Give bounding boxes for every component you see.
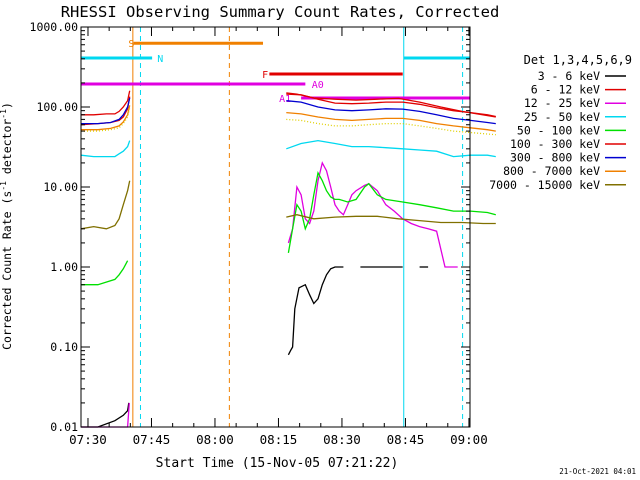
series-lines bbox=[80, 90, 496, 428]
dotted-series-segment-1 bbox=[286, 118, 496, 136]
y-label-end: ) bbox=[0, 102, 14, 109]
y-tick-label: 100.00 bbox=[36, 100, 78, 114]
dotted-series-segment-0 bbox=[81, 107, 131, 132]
series-300-800-kev-segment-0 bbox=[81, 97, 131, 125]
y-axis-label: Corrected Count Rate (s-1 detector-1) bbox=[0, 102, 14, 350]
y-label-main: Corrected Count Rate (s bbox=[0, 191, 14, 350]
series-25-50-kev-segment-0 bbox=[80, 140, 131, 158]
y-label-sup2: -1 bbox=[0, 109, 8, 119]
legend-label-7000-15000-kev: 7000 - 15000 keV bbox=[489, 178, 600, 192]
y-tick-label: 1.00 bbox=[50, 260, 78, 274]
state-bars: S N F A0 A1 bbox=[81, 39, 471, 105]
series-100-300-kev-segment-0 bbox=[81, 90, 131, 116]
series-7000-15000-kev-segment-0 bbox=[80, 180, 131, 230]
x-tick-label: 07:45 bbox=[133, 432, 171, 447]
state-bar-label-n: N bbox=[157, 54, 163, 65]
state-bar-label-f: F bbox=[262, 70, 268, 81]
y-tick-label: 0.01 bbox=[50, 420, 78, 434]
legend-label-12-25-kev: 12 - 25 keV bbox=[524, 96, 600, 110]
timestamp: 21-Oct-2021 04:01 bbox=[559, 467, 636, 476]
series-300-800-kev-segment-1 bbox=[286, 100, 496, 125]
attenuator-state-lines bbox=[80, 27, 464, 427]
x-tick-label: 08:30 bbox=[323, 432, 361, 447]
chart-title: RHESSI Observing Summary Count Rates, Co… bbox=[61, 3, 500, 21]
x-axis-label: Start Time (15-Nov-05 07:21:22) bbox=[156, 456, 399, 471]
state-bar-label-s: S bbox=[128, 39, 134, 50]
axes: 0.01 0.10 1.00 10.00 100.00 1000.00 07:30 07:45… bbox=[30, 20, 488, 447]
y-label-mid: detector bbox=[0, 119, 14, 181]
series-25-50-kev-segment-1 bbox=[286, 139, 496, 158]
series-3-6-kev-segment-1 bbox=[287, 266, 344, 356]
y-label-sup1: -1 bbox=[0, 181, 8, 191]
legend-label-50-100-kev: 50 - 100 keV bbox=[517, 123, 600, 137]
series-6-12-kev-segment-0 bbox=[80, 96, 131, 126]
x-tick-label: 07:30 bbox=[69, 432, 107, 447]
legend-title: Det 1,3,4,5,6,9 bbox=[524, 53, 632, 67]
series-50-100-kev-segment-1 bbox=[287, 171, 496, 254]
legend-label-100-300-kev: 100 - 300 keV bbox=[510, 137, 600, 151]
x-tick-label: 09:00 bbox=[450, 432, 488, 447]
x-tick-label: 08:00 bbox=[196, 432, 234, 447]
x-tick-label: 08:45 bbox=[387, 432, 425, 447]
series-100-300-kev-segment-1 bbox=[286, 93, 496, 118]
legend-label-300-800-kev: 300 - 800 keV bbox=[510, 151, 600, 165]
y-tick-label: 1000.00 bbox=[30, 20, 79, 34]
series-50-100-kev-segment-0 bbox=[81, 260, 129, 286]
legend-label-25-50-kev: 25 - 50 keV bbox=[524, 110, 600, 124]
series-12-25-kev-segment-1 bbox=[287, 161, 458, 268]
y-tick-label: 0.10 bbox=[50, 340, 78, 354]
series-800-7000-kev-segment-1 bbox=[286, 111, 496, 132]
y-tick-label: 10.00 bbox=[43, 180, 78, 194]
legend-label-6-12-kev: 6 - 12 keV bbox=[531, 83, 600, 97]
state-bar-label-a1: A1 bbox=[279, 94, 291, 105]
legend-label-3-6-kev: 3 - 6 keV bbox=[538, 69, 600, 83]
series-7000-15000-kev-segment-1 bbox=[286, 214, 496, 225]
state-bar-label-a0: A0 bbox=[312, 80, 324, 91]
legend-label-800-7000-kev: 800 - 7000 keV bbox=[503, 164, 600, 178]
plot-frame bbox=[80, 26, 471, 428]
x-tick-label: 08:15 bbox=[260, 432, 298, 447]
